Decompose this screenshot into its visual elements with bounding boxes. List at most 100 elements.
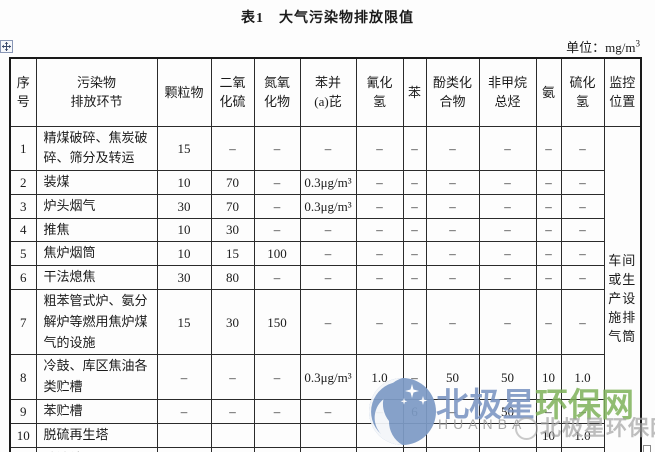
cell-value: – [478,217,537,243]
cell-value: – [402,125,427,172]
cell-value: – [253,265,301,291]
cell-serial: 5 [9,241,37,267]
cell-value [253,422,301,448]
cell-value: 50 [478,354,537,401]
cell-serial: 11 [9,446,37,452]
cell-value: – [425,170,480,195]
cell-value: – [425,125,480,172]
unit-text: 单位：mg/m [566,40,636,55]
monitor-location-cell: 车间 或生 产设 施排 气筒 [603,125,642,452]
table-body: 1 精煤破碎、焦炭破碎、筛分及转运 15– – – – – – – – – 车间 或生 产设 施排 气筒 2 装煤… [9,125,642,452]
cell-value [210,422,255,448]
cell-serial: 3 [9,193,37,219]
cell-value: – [253,170,301,195]
col-header-serial: 序 号 [9,57,37,127]
table-row: 5 焦炉烟筒 10 15 100– – – – – – – [9,241,641,267]
unit-superscript: 3 [635,38,641,49]
cell-value: 70 [210,193,255,219]
col-header-source: 污染物 排放环节 [35,57,158,127]
cell-value: – [478,446,537,452]
cell-value: – [253,399,301,424]
cell-source: 苯贮槽 [35,399,158,424]
cell-value: – [478,241,537,267]
col-header-nmhc: 非甲烷 总烃 [478,57,537,127]
col-header-monitor: 监控 位置 [603,57,642,127]
table-row: 6 干法熄焦 30 80– – – – – – – – [9,265,641,291]
header-row: 序 号 污染物 排放环节 颗粒物 二氧 化硫 氮氧 化物 苯并 (a)芘 氰化 … [9,57,642,127]
cell-serial: 7 [9,289,37,356]
cell-value: – [425,241,480,267]
cell-value: – [402,446,427,452]
table-resize-handle-icon[interactable] [643,445,651,452]
cell-value: – [560,446,605,452]
cell-value: – [478,125,537,172]
cell-source: 精煤破碎、焦炭破碎、筛分及转运 [35,125,158,172]
cell-value: – [355,289,404,356]
cell-value: – [299,399,357,424]
cell-value: 50 [425,354,480,401]
table-row: 11硫铵结晶干燥50––––––10– [9,446,641,452]
cell-value: – [560,217,605,243]
cell-value: – [355,170,404,195]
cell-value: – [535,125,562,172]
cell-value: – [425,193,480,219]
cell-value: – [253,217,301,243]
cell-value: – [402,354,427,401]
move-cross-icon [2,42,11,51]
monitor-location-line: 气筒 [608,328,637,344]
cell-value: 1.0 [560,354,605,401]
monitor-location-line: 施排 [608,309,637,325]
cell-value: 6 [402,399,427,424]
cell-value: 1.0 [560,422,605,448]
cell-value: 15 [210,241,255,267]
cell-value: – [156,399,212,424]
cell-value: – [355,125,404,172]
cell-value [425,422,480,448]
cell-value: 80 [210,265,255,291]
cell-value: 50 [156,446,212,452]
cell-serial: 8 [9,354,37,401]
cell-value: – [156,354,212,401]
col-header-nh3: 氨 [535,57,562,127]
cell-value: 30 [156,265,212,291]
cell-value: – [402,217,427,243]
cell-value: – [355,399,404,424]
cell-value: – [299,265,357,291]
cell-value: – [535,399,562,424]
cell-value: – [478,265,537,291]
cell-value: – [560,265,605,291]
cell-value: 70 [210,170,255,195]
table-move-anchor-icon[interactable] [0,40,13,53]
table-row: 8 冷鼓、库区焦油各类贮槽 – – –0.3μg/m³ 1.0–50 50 10 1.0 [9,354,641,401]
table-row: 7 粗苯管式炉、氨分解炉等燃用焦炉煤气的设施 15 30 150– – – – – – – [9,289,641,356]
cell-value [156,422,212,448]
cell-source: 硫铵结晶干燥 [35,446,158,452]
monitor-location-line: 车间 [608,252,637,268]
col-header-hcn: 氰化 氢 [355,57,404,127]
cell-serial: 9 [9,399,37,424]
cell-value: 10 [535,354,562,401]
col-header-pm: 颗粒物 [156,57,212,127]
cell-source: 冷鼓、库区焦油各类贮槽 [35,354,158,401]
cell-value: 1.0 [355,354,404,401]
cell-serial: 4 [9,217,37,243]
table-row: 3 炉头烟气 30 70–0.3μg/m³ – – – – – – [9,193,641,219]
cell-value: – [535,193,562,219]
cell-serial: 10 [9,422,37,448]
table-title: 表1 大气污染物排放限值 [241,11,414,26]
cell-value: 10 [156,170,212,195]
cell-source: 装煤 [35,170,158,195]
table-row: 1 精煤破碎、焦炭破碎、筛分及转运 15– – – – – – – – – 车间 或生 产设 施排 气筒 [9,125,642,452]
cell-value: – [402,241,427,267]
table-row: 2 装煤 10 70–0.3μg/m³ – – – – – – [9,170,641,195]
col-header-h2s: 硫化 氢 [560,57,605,127]
cell-value: 30 [156,193,212,219]
cell-source: 粗苯管式炉、氨分解炉等燃用焦炉煤气的设施 [35,289,158,356]
cell-value: – [299,125,357,172]
cell-value: – [355,241,404,267]
cell-value [478,422,537,448]
cell-value [402,422,427,448]
cell-value: – [210,399,255,424]
cell-value: – [560,193,605,219]
